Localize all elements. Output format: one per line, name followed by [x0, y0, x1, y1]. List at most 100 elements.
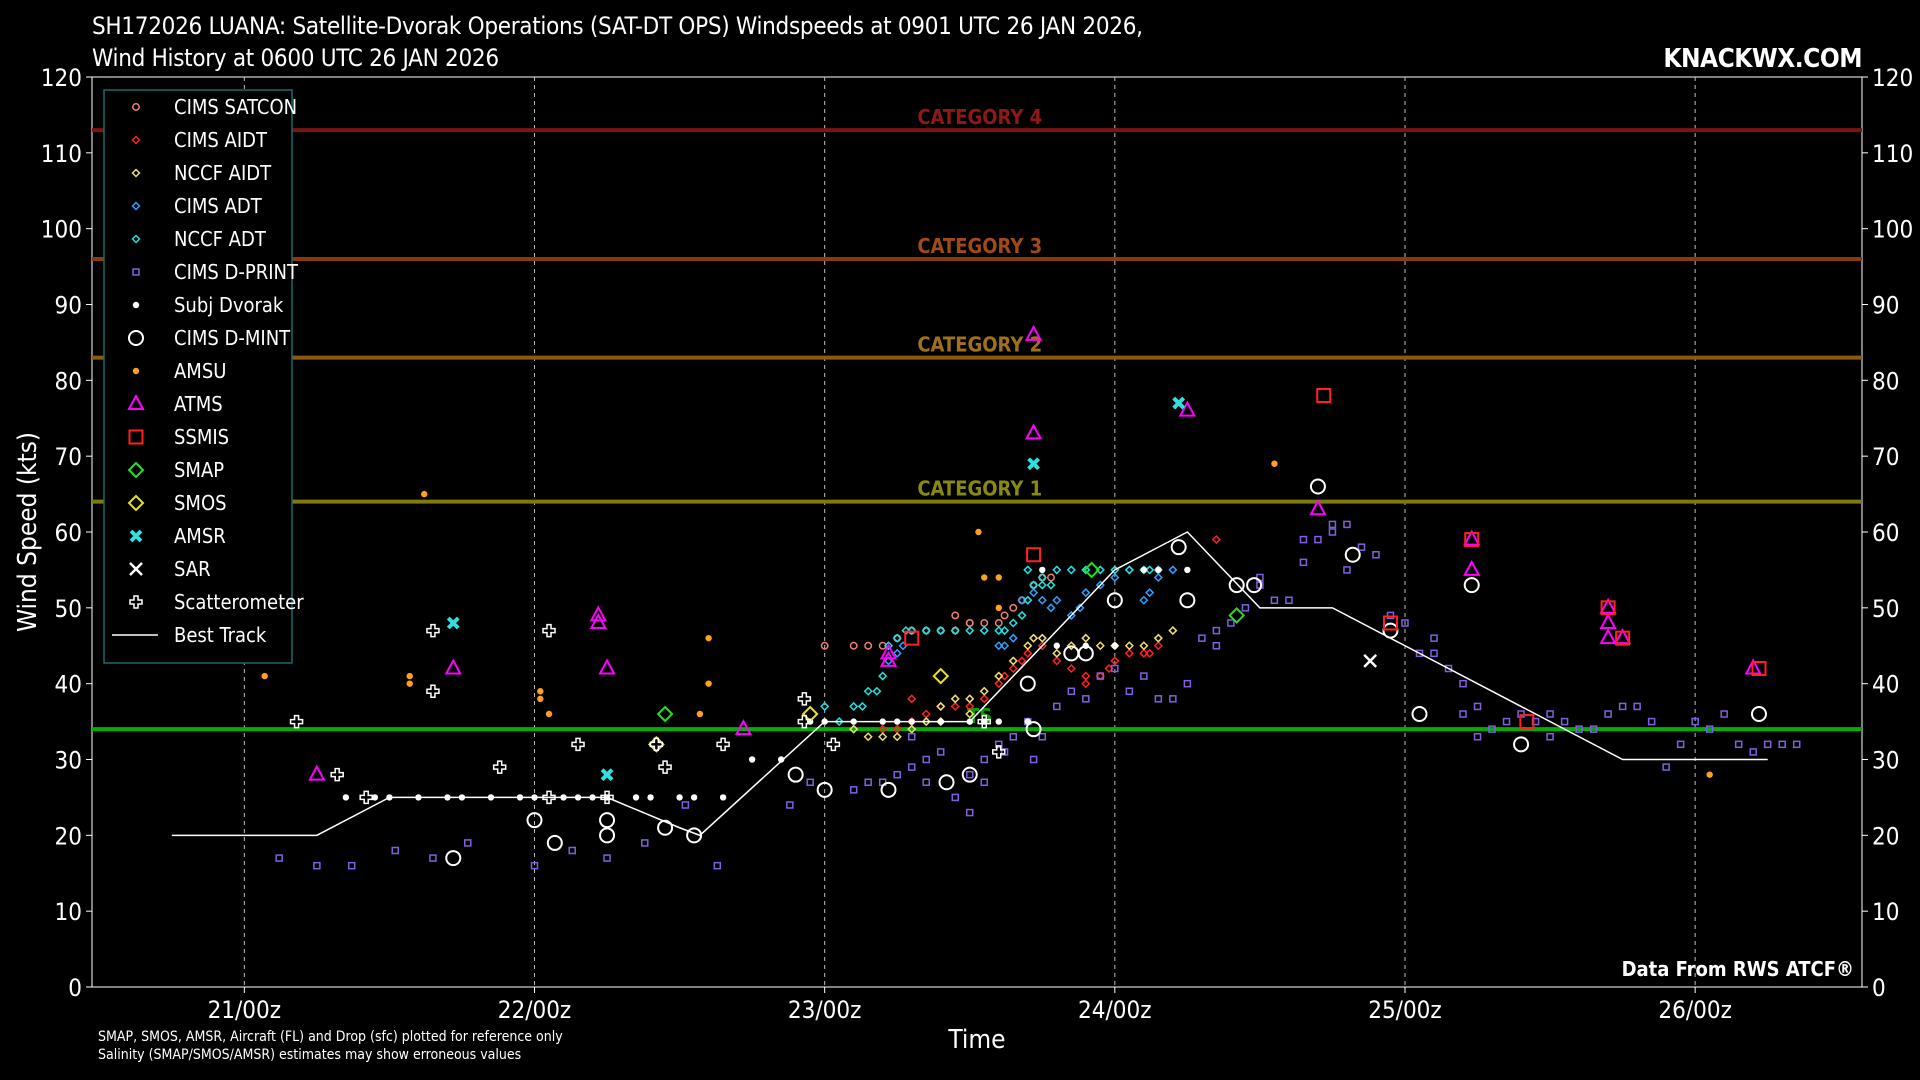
legend-swatch: [129, 562, 143, 576]
smap-point: [1228, 607, 1246, 624]
cims-adt-point: [1037, 595, 1047, 605]
x-axis-label: Time: [947, 1025, 1005, 1055]
atms-point: [589, 612, 608, 629]
legend-swatch: [127, 393, 145, 410]
nccf-aidt-point: [965, 709, 975, 719]
cims-d-print-point: [464, 839, 472, 847]
nccf-aidt-point: [1023, 641, 1033, 651]
legend-label: SMAP: [174, 458, 224, 482]
legend-swatch: [132, 301, 140, 309]
cims-d-print-point: [1067, 687, 1076, 695]
cims-d-print-point: [951, 793, 959, 802]
nccf-aidt-point: [863, 732, 873, 742]
subj-dvorak-point: [1039, 566, 1046, 574]
subj-dvorak-point: [1184, 566, 1191, 574]
nccf-adt-point: [1000, 626, 1010, 636]
atms-point: [1463, 529, 1481, 546]
y-tick-label-left: 120: [41, 64, 82, 92]
cims-d-print-point: [1749, 748, 1757, 756]
nccf-aidt-point: [1124, 641, 1134, 651]
title-line-1: SH172026 LUANA: Satellite-Dvorak Operati…: [92, 12, 1143, 40]
subj-dvorak-point: [647, 794, 654, 801]
nccf-aidt-point: [1081, 633, 1091, 643]
cims-d-print-point: [1285, 596, 1293, 604]
legend-swatch: [131, 135, 141, 145]
atms-point: [879, 643, 898, 660]
nccf-aidt-point: [1008, 656, 1018, 666]
cims-d-print-point: [849, 786, 858, 794]
legend-label: AMSR: [174, 524, 226, 548]
cims-d-mint-point: [1019, 675, 1036, 692]
legend-item-cims-d-print: CIMS D-PRINT: [132, 260, 299, 284]
cims-aidt-point: [1081, 671, 1091, 681]
cims-d-mint-point: [686, 827, 703, 844]
best-track-line: [171, 531, 1768, 837]
cims-adt-point: [1153, 572, 1163, 583]
cims-d-mint-point: [1179, 592, 1196, 609]
legend-item-cims-d-mint: CIMS D-MINT: [128, 326, 291, 350]
nccf-aidt-point: [994, 671, 1004, 681]
subj-dvorak-point: [1053, 642, 1060, 649]
data-series: [171, 324, 1801, 870]
nccf-adt-point: [965, 626, 975, 636]
legend-item-cims-adt: CIMS ADT: [131, 194, 263, 218]
scatterometer-point: [426, 684, 440, 698]
brand-label: KNACKWX.COM: [1663, 44, 1862, 74]
nccf-adt-point: [878, 671, 888, 681]
cims-aidt-point: [1052, 656, 1062, 666]
nccf-adt-point: [921, 626, 931, 636]
cims-d-print-point: [1241, 604, 1250, 612]
cims-d-print-point: [347, 861, 356, 870]
cims-d-print-point: [1343, 566, 1351, 574]
cims-aidt-point: [1139, 648, 1149, 658]
x-tick-label: 21/00z: [208, 996, 282, 1024]
subj-dvorak-point: [342, 794, 350, 801]
legend-label: NCCF ADT: [174, 227, 267, 251]
amsu-point: [406, 672, 413, 680]
nccf-adt-point: [950, 626, 960, 636]
cims-d-print-point: [1430, 634, 1438, 642]
y-tick-label-right: 20: [1872, 822, 1899, 850]
y-tick-label-left: 90: [55, 292, 82, 320]
cims-d-print-point: [1096, 672, 1105, 680]
cims-d-mint-point: [1228, 577, 1245, 594]
cims-adt-point: [1052, 595, 1062, 605]
nccf-adt-point: [1046, 580, 1056, 590]
legend-item-amsu: AMSU: [132, 359, 226, 383]
legend-label: CIMS SATCON: [174, 95, 297, 119]
atms-point: [1599, 628, 1617, 645]
atms-point: [734, 719, 753, 736]
legend-swatch: [129, 529, 143, 543]
y-tick-label-right: 100: [1872, 216, 1913, 244]
cims-adt-point: [883, 656, 894, 666]
legend-label: SAR: [174, 557, 211, 581]
cims-d-print-point: [1328, 520, 1337, 529]
nccf-adt-point: [849, 701, 859, 711]
cims-d-print-point: [1778, 740, 1786, 749]
nccf-adt-point: [834, 717, 844, 727]
nccf-adt-point: [1023, 565, 1033, 575]
legend-item-nccf-adt: NCCF ADT: [131, 227, 267, 251]
atms-point: [1463, 559, 1481, 576]
legend-item-best-track: Best Track: [112, 623, 267, 647]
threshold-label-category-4: CATEGORY 4: [917, 105, 1042, 129]
amsr-point: [1027, 457, 1040, 471]
cims-d-print-point: [1401, 619, 1409, 627]
cims-d-print-point: [1183, 679, 1192, 688]
smos-point: [932, 667, 950, 685]
nccf-aidt-point: [950, 694, 960, 704]
ssmis-point: [1519, 714, 1535, 730]
atms-point: [1178, 400, 1197, 417]
cims-d-print-point: [1676, 740, 1685, 749]
cims-aidt-point: [1066, 663, 1076, 674]
amsu-point: [406, 680, 413, 687]
ssmis-point: [1464, 532, 1480, 548]
y-tick-label-right: 60: [1872, 519, 1899, 547]
cims-d-print-point: [1053, 702, 1061, 711]
cims-d-print-point: [1198, 634, 1206, 642]
nccf-aidt-point: [1029, 633, 1039, 643]
cims-d-print-point: [1140, 672, 1148, 680]
subj-dvorak-point: [748, 756, 756, 763]
cims-adt-point: [1168, 565, 1178, 575]
amsu-point: [261, 672, 268, 680]
